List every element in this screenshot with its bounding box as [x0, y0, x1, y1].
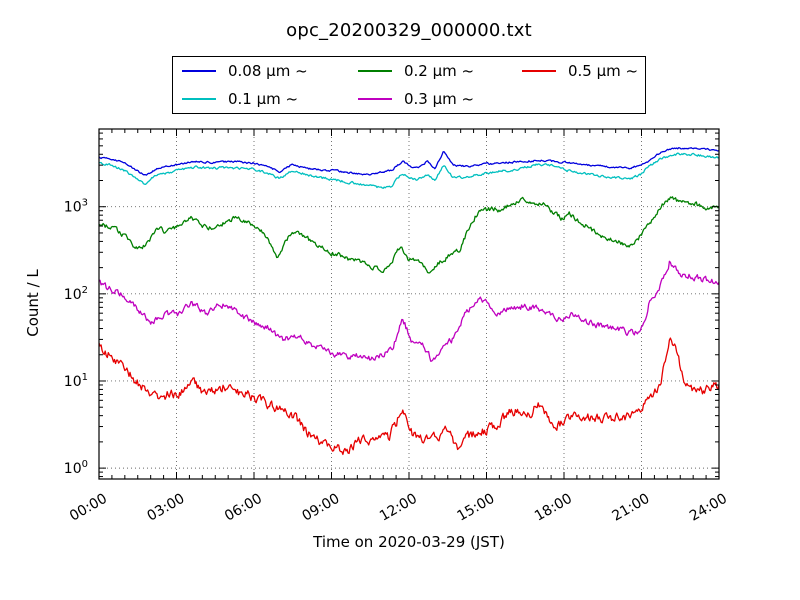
x-tick-label: 21:00 [610, 491, 653, 525]
x-tick-label: 15:00 [455, 491, 498, 525]
y-axis-label: Count / L [24, 269, 42, 337]
series-line-0.2µm~ [99, 196, 719, 274]
y-tick-label: 103 [64, 198, 88, 216]
y-tick-label: 101 [64, 372, 88, 390]
legend-item-label: 0.5 µm ~ [568, 62, 639, 80]
legend-item: 0.1 µm ~ [173, 90, 349, 108]
y-tick-labels: 100 101 102 103 [64, 198, 88, 477]
x-tick-label: 06:00 [222, 491, 265, 525]
series-lines [99, 147, 719, 456]
x-tick-label: 18:00 [532, 491, 575, 525]
legend-item: 0.5 µm ~ [513, 62, 645, 80]
x-tick-label: 09:00 [300, 491, 343, 525]
x-tick-label: 03:00 [145, 491, 188, 525]
legend-box: 0.08 µm ~ 0.1 µm ~ 0.2 µm ~ 0.3 µm ~ 0.5… [172, 56, 646, 114]
legend-item-label: 0.1 µm ~ [228, 90, 299, 108]
legend-line-swatch [358, 70, 392, 72]
legend-item-label: 0.3 µm ~ [404, 90, 475, 108]
series-line-0.1µm~ [99, 152, 719, 189]
legend-line-swatch [522, 70, 556, 72]
y-tick-label: 100 [64, 459, 88, 477]
chart-title: opc_20200329_000000.txt [286, 20, 532, 41]
legend-item: 0.2 µm ~ [349, 62, 513, 80]
legend-item: 0.3 µm ~ [349, 90, 513, 108]
x-tick-label: 24:00 [687, 491, 730, 525]
legend-item-label: 0.2 µm ~ [404, 62, 475, 80]
x-tick-label: 12:00 [377, 491, 420, 525]
plot-border [98, 128, 720, 480]
x-tick-label: 00:00 [67, 491, 110, 525]
legend-item-label: 0.08 µm ~ [228, 62, 308, 80]
x-tick-labels: 00:00 03:00 06:00 09:00 12:00 15:00 18:00 21:00… [67, 491, 730, 525]
legend-line-swatch [358, 98, 392, 100]
grid-lines [99, 129, 719, 479]
x-axis-label: Time on 2020-03-29 (JST) [313, 533, 505, 551]
legend-line-swatch [182, 70, 216, 72]
y-tick-label: 102 [64, 285, 88, 303]
legend-item: 0.08 µm ~ [173, 62, 349, 80]
series-line-0.5µm~ [99, 337, 719, 456]
legend-line-swatch [182, 98, 216, 100]
series-line-0.3µm~ [99, 260, 719, 362]
series-line-0.08µm~ [99, 147, 719, 176]
